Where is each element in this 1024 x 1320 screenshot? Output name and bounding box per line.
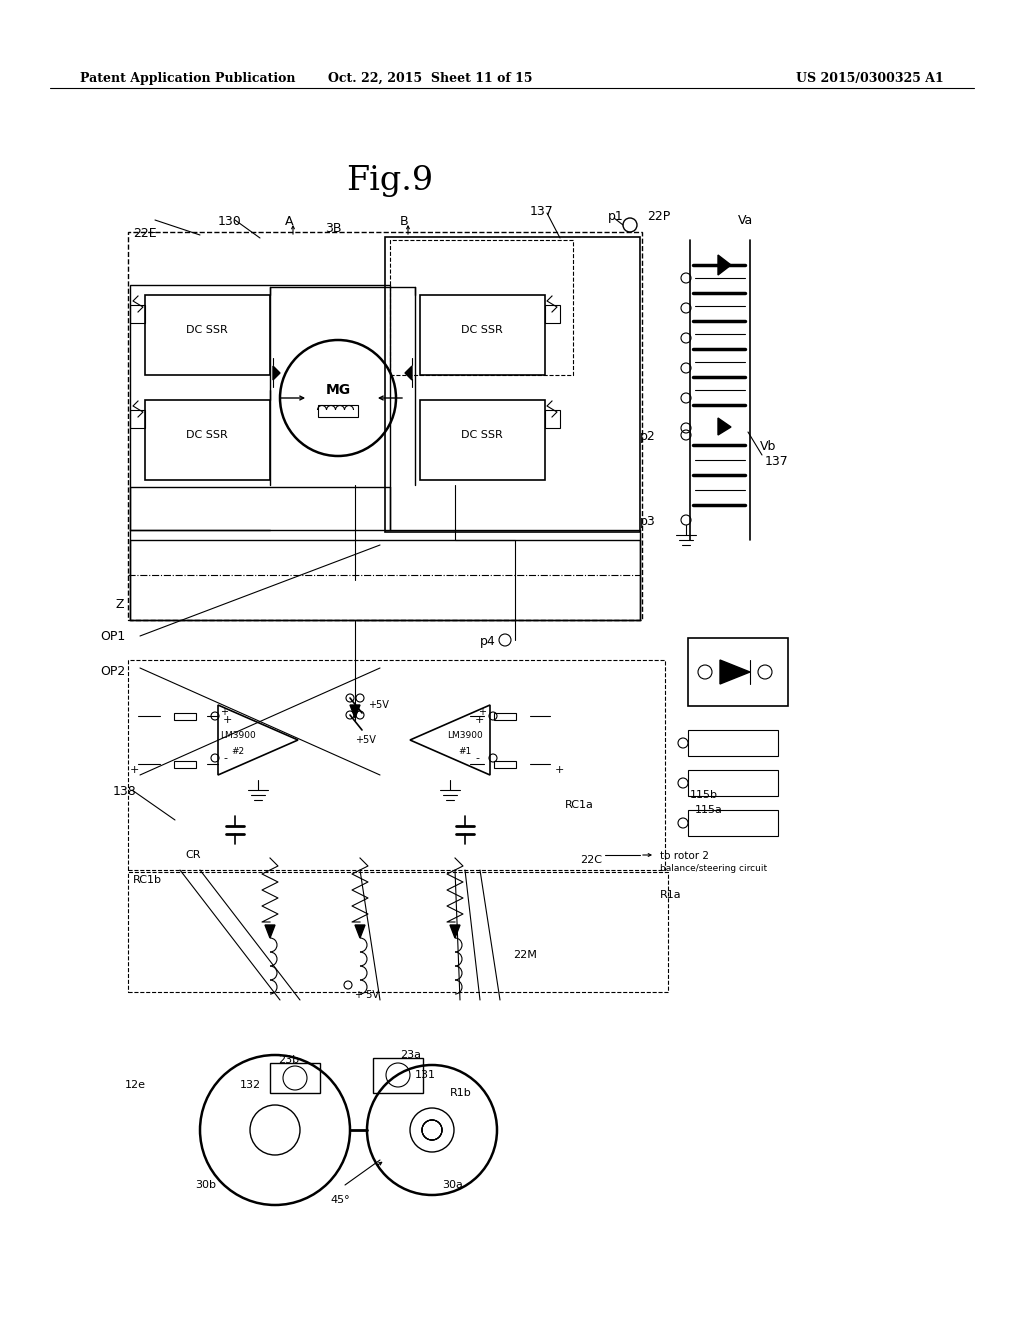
Text: Patent Application Publication: Patent Application Publication [80, 73, 296, 84]
Bar [688, 770, 778, 796]
Text: 137: 137 [765, 455, 788, 469]
Text: +: + [223, 715, 232, 725]
Text: 130: 130 [218, 215, 242, 228]
Text: A: A [285, 215, 294, 228]
Text: +: + [478, 708, 486, 717]
Polygon shape [218, 705, 298, 775]
Bar [545, 411, 560, 428]
Bar [385, 238, 640, 532]
Text: RC1a: RC1a [565, 800, 594, 810]
Text: #2: #2 [231, 747, 245, 756]
Text: 22E: 22E [133, 227, 157, 240]
Bar [130, 540, 640, 620]
Text: 115a: 115a [695, 805, 723, 814]
Text: 23a: 23a [400, 1049, 421, 1060]
Bar [318, 405, 358, 417]
Text: +5V: +5V [355, 735, 376, 744]
Bar [130, 285, 390, 531]
Bar [128, 232, 642, 620]
Text: RC1b: RC1b [133, 875, 162, 884]
Text: Z: Z [115, 598, 124, 611]
Bar [494, 762, 516, 768]
Bar [688, 638, 788, 706]
Text: -: - [223, 752, 227, 763]
Bar [545, 305, 560, 323]
Bar [373, 1059, 423, 1093]
Text: p3: p3 [640, 515, 655, 528]
Text: 12e: 12e [125, 1080, 146, 1090]
Text: 45°: 45° [330, 1195, 349, 1205]
Text: R1b: R1b [450, 1088, 472, 1098]
Text: 30b: 30b [195, 1180, 216, 1191]
Text: DC SSR: DC SSR [186, 325, 228, 335]
Text: to rotor 2: to rotor 2 [660, 851, 709, 861]
Bar [270, 1063, 319, 1093]
Text: 22C: 22C [580, 855, 602, 865]
Bar [145, 294, 270, 375]
Bar [420, 400, 545, 480]
Text: 137: 137 [530, 205, 554, 218]
Bar [174, 762, 196, 768]
Polygon shape [450, 925, 460, 939]
Text: LM3900: LM3900 [220, 730, 256, 739]
Text: R1a: R1a [660, 890, 682, 900]
Text: +: + [220, 708, 228, 717]
Bar [420, 294, 545, 375]
Text: 138: 138 [113, 785, 137, 799]
Bar [494, 713, 516, 719]
Text: 3B: 3B [325, 222, 341, 235]
Polygon shape [718, 255, 731, 275]
Text: +: + [555, 766, 564, 775]
Text: + 5V: + 5V [355, 990, 379, 1001]
Text: Vb: Vb [760, 440, 776, 453]
Text: US 2015/0300325 A1: US 2015/0300325 A1 [796, 73, 944, 84]
Bar [688, 810, 778, 836]
Bar [130, 411, 145, 428]
Text: DC SSR: DC SSR [186, 430, 228, 440]
Text: OP1: OP1 [100, 630, 125, 643]
Polygon shape [265, 925, 275, 939]
Text: DC SSR: DC SSR [461, 325, 503, 335]
Polygon shape [350, 705, 360, 718]
Text: 23b: 23b [278, 1055, 299, 1065]
Text: 115b: 115b [690, 789, 718, 800]
Text: Fig.9: Fig.9 [346, 165, 433, 197]
Text: p2: p2 [640, 430, 655, 444]
Bar [174, 713, 196, 719]
Polygon shape [406, 366, 412, 380]
Text: p1: p1 [608, 210, 624, 223]
Text: 132: 132 [240, 1080, 261, 1090]
Text: -: - [475, 752, 479, 763]
Polygon shape [410, 705, 490, 775]
Text: #1: #1 [459, 747, 472, 756]
Polygon shape [355, 925, 365, 939]
Bar [390, 240, 573, 375]
Text: CR: CR [185, 850, 201, 861]
Text: p4: p4 [480, 635, 496, 648]
Text: LM3900: LM3900 [447, 730, 483, 739]
Text: 22M: 22M [513, 950, 537, 960]
Text: Oct. 22, 2015  Sheet 11 of 15: Oct. 22, 2015 Sheet 11 of 15 [328, 73, 532, 84]
Text: +: + [130, 766, 139, 775]
Text: 30a: 30a [442, 1180, 463, 1191]
Text: 131: 131 [415, 1071, 436, 1080]
Text: Va: Va [738, 214, 754, 227]
Text: +: + [475, 715, 484, 725]
Bar [128, 660, 665, 870]
Text: balance/steering circuit: balance/steering circuit [660, 865, 767, 873]
Polygon shape [720, 660, 750, 684]
Bar [145, 400, 270, 480]
Bar [688, 730, 778, 756]
Text: OP2: OP2 [100, 665, 125, 678]
Bar [128, 873, 668, 993]
Polygon shape [718, 418, 731, 436]
Bar [130, 305, 145, 323]
Text: 22P: 22P [647, 210, 671, 223]
Text: DC SSR: DC SSR [461, 430, 503, 440]
Text: MG: MG [326, 383, 350, 397]
Text: B: B [400, 215, 409, 228]
Text: +5V: +5V [368, 700, 389, 710]
Polygon shape [273, 366, 280, 380]
